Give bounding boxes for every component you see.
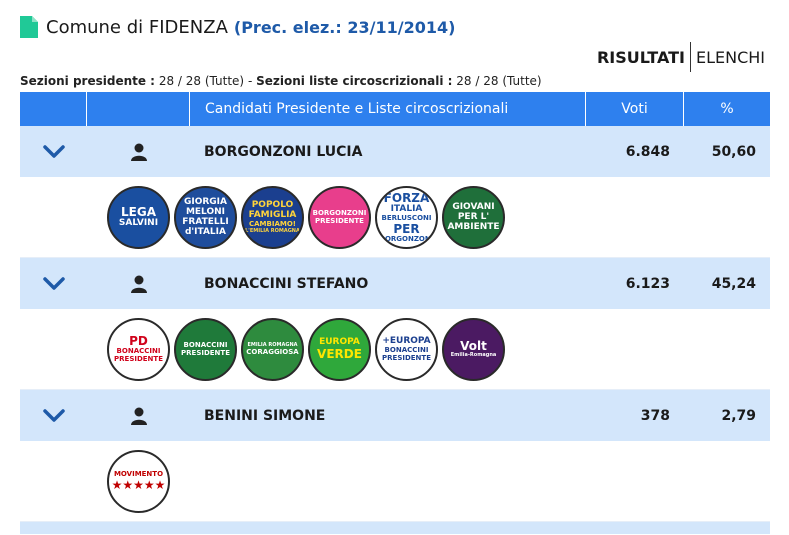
header-candidati: Candidati Presidente e Liste circoscrizi… — [190, 92, 586, 126]
previous-election-link[interactable]: (Prec. elez.: 23/11/2014) — [233, 17, 456, 37]
party-logo-text: PRESIDENTE — [315, 216, 364, 225]
sezioni-liste-value: 28 / 28 (Tutte) — [456, 74, 542, 88]
candidate-voti: 378 — [640, 407, 670, 424]
candidate-icon-cell — [87, 126, 190, 177]
tab-separator — [689, 42, 691, 72]
expand-toggle[interactable] — [20, 126, 87, 177]
candidate-pct: 2,79 — [721, 407, 756, 424]
candidate-name: BONACCINI STEFANO — [204, 275, 369, 292]
header-expand-col — [20, 92, 87, 126]
party-logo-text: +EUROPA — [382, 335, 431, 346]
party-logo-text: d'ITALIA — [184, 226, 226, 237]
party-logo: EUROPA VERDE — [308, 317, 371, 381]
party-logo-text: PRESIDENTE — [114, 355, 163, 363]
header-pct: % — [720, 101, 734, 117]
person-icon — [130, 407, 147, 425]
party-logo-text: GIOVANI — [452, 201, 495, 212]
party-logos: MOVIMENTO ★★★★★ — [20, 441, 770, 522]
party-logo: Volt Emilia-Romagna — [442, 317, 505, 381]
tab-elenchi[interactable]: ELENCHI — [695, 47, 765, 67]
party-logo-text: EUROPA — [319, 337, 360, 347]
candidate-pct: 45,24 — [711, 275, 756, 292]
candidate-row[interactable]: BENINI SIMONE 378 2,79 — [20, 390, 770, 441]
party-logo: MOVIMENTO ★★★★★ — [107, 449, 170, 513]
party-logo: FORZA ITALIA BERLUSCONI PER BORGONZONI — [375, 185, 438, 249]
next-row-band — [20, 522, 770, 534]
party-logo-text: FAMIGLIA — [248, 209, 297, 220]
party-logo-text: PER — [393, 221, 420, 236]
person-icon — [130, 275, 147, 293]
person-icon — [130, 143, 147, 161]
party-logo: +EUROPA BONACCINI PRESIDENTE — [375, 317, 438, 381]
chevron-down-icon[interactable] — [42, 276, 65, 291]
chevron-down-icon[interactable] — [42, 408, 65, 423]
party-logo-text: EMILIA ROMAGNA — [247, 341, 298, 348]
candidate-voti: 6.848 — [625, 143, 670, 160]
party-logo-text: PRESIDENTE — [181, 348, 230, 357]
candidate-voti: 6.123 — [625, 275, 670, 292]
party-logo: GIORGIA MELONI FRATELLI d'ITALIA — [174, 185, 237, 249]
candidate-row[interactable]: BONACCINI STEFANO 6.123 45,24 — [20, 258, 770, 309]
party-logo-text: PER L' — [457, 211, 490, 222]
party-logo-text: BONACCINI — [116, 347, 161, 355]
party-logo: BONACCINI PRESIDENTE — [174, 317, 237, 381]
candidate-name: BENINI SIMONE — [204, 407, 326, 424]
document-icon — [20, 16, 38, 38]
party-logo-text: ITALIA — [390, 203, 423, 214]
party-logo-text: GIORGIA — [183, 196, 227, 207]
tab-risultati[interactable]: RISULTATI — [596, 47, 685, 67]
chevron-down-icon[interactable] — [42, 144, 65, 159]
party-logo-text: L'EMILIA ROMAGNA — [245, 227, 300, 234]
sezioni-presidente-label: Sezioni presidente : — [20, 74, 155, 88]
candidate-row[interactable]: BORGONZONI LUCIA 6.848 50,60 — [20, 126, 770, 177]
sezioni-separator: - — [247, 74, 253, 88]
candidate-name: BORGONZONI LUCIA — [204, 143, 363, 160]
party-logo-text: PD — [129, 334, 148, 348]
party-logo-text: MELONI — [185, 206, 226, 217]
party-logo-text: BORGONZONI — [379, 234, 434, 243]
sezioni-summary: Sezioni presidente : 28 / 28 (Tutte) - S… — [20, 74, 542, 88]
party-logo: POPOLO FAMIGLIA CAMBIAMO! L'EMILIA ROMAGNA — [241, 185, 304, 249]
sezioni-liste-label: Sezioni liste circoscrizionali : — [256, 74, 453, 88]
page-title: Comune di FIDENZA — [46, 16, 228, 38]
sezioni-presidente-value: 28 / 28 (Tutte) — [158, 74, 245, 88]
party-logo-text: VERDE — [317, 347, 362, 361]
party-logos: LEGA SALVINI GIORGIA MELONI FRATELLI d'ITALIA… — [20, 177, 770, 258]
header-icon-col — [87, 92, 190, 126]
party-logo-text: CORAGGIOSA — [246, 347, 299, 356]
expand-toggle[interactable] — [20, 258, 87, 309]
title-row: Comune di FIDENZA (Prec. elez.: 23/11/20… — [20, 14, 455, 40]
party-logo-text: Volt — [460, 339, 487, 353]
party-logo-text: LEGA — [121, 205, 156, 219]
party-logo-text: Emilia-Romagna — [450, 352, 497, 358]
party-logo: BORGONZONI PRESIDENTE — [308, 185, 371, 249]
table-header: Candidati Presidente e Liste circoscrizi… — [20, 92, 770, 126]
party-logo-text: SALVINI — [118, 218, 159, 228]
party-logo-text: BONACCINI — [384, 345, 429, 354]
party-logo-text: MOVIMENTO — [113, 470, 164, 478]
party-logo: LEGA SALVINI — [107, 185, 170, 249]
candidate-pct: 50,60 — [711, 143, 756, 160]
party-logo-text: BONACCINI — [183, 340, 228, 349]
header-voti: Voti — [586, 92, 684, 126]
party-logo-text: FORZA — [383, 190, 430, 205]
party-logo-text: BORGONZONI — [312, 208, 367, 217]
party-logo: PD BONACCINI PRESIDENTE — [107, 317, 170, 381]
candidate-icon-cell — [87, 390, 190, 441]
party-logos: PD BONACCINI PRESIDENTE BONACCINI PRESIDENTE… — [20, 309, 770, 390]
results-table: Candidati Presidente e Liste circoscrizi… — [20, 92, 770, 534]
party-logo: GIOVANI PER L' AMBIENTE — [442, 185, 505, 249]
party-logo-text: FRATELLI — [182, 216, 229, 227]
party-logo-text: CAMBIAMO! — [248, 219, 296, 228]
view-tabs: RISULTATI ELENCHI — [597, 42, 765, 72]
party-logo-text: AMBIENTE — [447, 221, 500, 232]
party-logo-text: PRESIDENTE — [382, 353, 431, 362]
candidate-icon-cell — [87, 258, 190, 309]
party-logo-text: POPOLO — [251, 199, 294, 210]
party-logo-text: BERLUSCONI — [381, 213, 432, 222]
party-logo-text: ★★★★★ — [111, 478, 166, 492]
expand-toggle[interactable] — [20, 390, 87, 441]
party-logo: EMILIA ROMAGNA CORAGGIOSA — [241, 317, 304, 381]
